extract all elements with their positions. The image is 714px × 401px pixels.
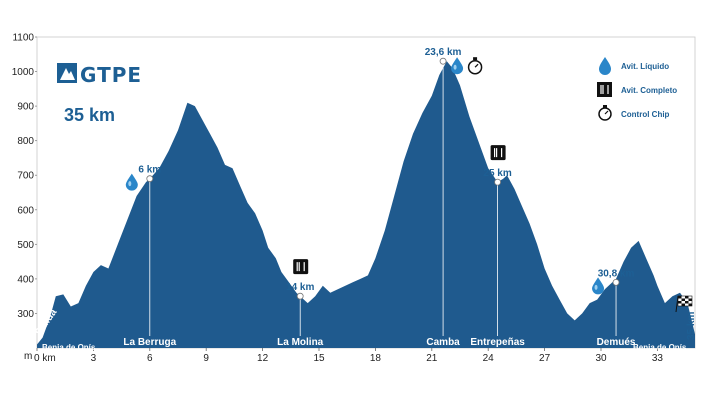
finish-label: 35 km — [686, 312, 697, 340]
waypoint-place-label: Demués — [597, 337, 636, 348]
waypoint-km-label: 23,6 km — [425, 47, 462, 58]
food-icon — [490, 145, 506, 161]
water-drop-icon — [451, 57, 464, 75]
waypoint-place-label: La Molina — [277, 337, 324, 348]
y-tick-label: 300 — [17, 309, 34, 320]
cutlery-icon — [494, 148, 503, 158]
elevation-area — [37, 61, 695, 348]
x-tick-label: 3 — [91, 353, 97, 364]
y-tick-label: 1000 — [12, 67, 35, 78]
legend-item-liquid: Avit. Líquido — [599, 57, 669, 75]
y-tick-label: 400 — [17, 274, 34, 285]
legend-item-full: Avit. Completo — [597, 82, 677, 97]
x-tick-label: 15 — [313, 353, 325, 364]
legend-label: Avit. Líquido — [621, 62, 669, 71]
drop-highlight — [128, 181, 132, 187]
race-distance: 35 km — [64, 105, 115, 125]
mountain-icon — [60, 68, 75, 80]
finish-flag-icon — [675, 295, 693, 313]
x-axis-ticks: 0 km 3 6 9 12 15 18 21 24 27 30 33 — [34, 348, 663, 364]
x-tick-label: 18 — [370, 353, 382, 364]
waypoint-place-label: La Berruga — [123, 337, 176, 348]
x-tick-label: 12 — [257, 353, 269, 364]
waypoint-dot — [439, 57, 447, 65]
x-tick-label: 0 km — [34, 353, 56, 364]
cutlery-icon — [296, 262, 305, 272]
drop-highlight — [594, 284, 598, 290]
legend-label: Control Chip — [621, 110, 670, 119]
x-unit-label: m — [24, 351, 32, 362]
waypoint-markers: 6 km La Berruga 14 km La Molina 23,6 km Camba… — [123, 47, 636, 348]
x-tick-label: 9 — [203, 353, 209, 364]
waypoint-km-label: 25 km — [483, 168, 511, 179]
logo: GTPE 35 km — [57, 63, 142, 125]
finish-place: Benia de Onís — [633, 343, 687, 352]
waypoint-place-label: Entrepeñas — [470, 337, 525, 348]
legend-label: Avit. Completo — [621, 86, 677, 95]
food-icon — [293, 259, 309, 275]
cutlery-icon — [600, 85, 609, 94]
waypoint-km-label: 14 km — [286, 282, 314, 293]
water-drop-icon — [592, 277, 605, 295]
y-tick-label: 1100 — [12, 33, 34, 44]
x-tick-label: 21 — [426, 353, 438, 364]
legend: Avit. Líquido Avit. Completo Control Chi… — [597, 57, 677, 121]
x-tick-label: 6 — [147, 353, 153, 364]
y-tick-label: 500 — [17, 240, 34, 251]
y-tick-label: 900 — [17, 102, 34, 113]
water-drop-icon — [125, 173, 138, 191]
drop-highlight — [453, 64, 457, 70]
y-tick-label: 600 — [17, 205, 34, 216]
stopwatch-hand — [474, 63, 479, 68]
waypoint-place-label: Camba — [426, 337, 460, 348]
x-tick-label: 24 — [483, 353, 495, 364]
y-tick-label: 800 — [17, 136, 34, 147]
elevation-profile — [37, 61, 695, 348]
waypoint-dot — [612, 278, 620, 286]
y-tick-label: 700 — [17, 171, 34, 182]
food-icon — [597, 82, 612, 97]
y-axis-ticks: 300 400 500 600 700 800 900 1000 1100 — [12, 33, 37, 320]
x-tick-label: 30 — [595, 353, 607, 364]
stopwatch-hand — [604, 110, 609, 115]
waypoint-km-label: 30,8 km — [598, 268, 635, 279]
stopwatch-crown — [473, 57, 478, 61]
x-tick-label: 27 — [539, 353, 551, 364]
logo-text: GTPE — [80, 63, 142, 87]
stopwatch-crown — [603, 105, 607, 108]
start-place: Benia de Onís — [42, 343, 96, 352]
waypoint-dot — [146, 175, 154, 183]
waypoint-dot — [296, 292, 304, 300]
waypoint-dot — [494, 178, 502, 186]
legend-item-chip: Control Chip — [598, 105, 670, 121]
x-tick-label: 33 — [652, 353, 664, 364]
waypoint-km-label: 6 km — [138, 165, 161, 176]
water-drop-icon — [599, 57, 611, 75]
